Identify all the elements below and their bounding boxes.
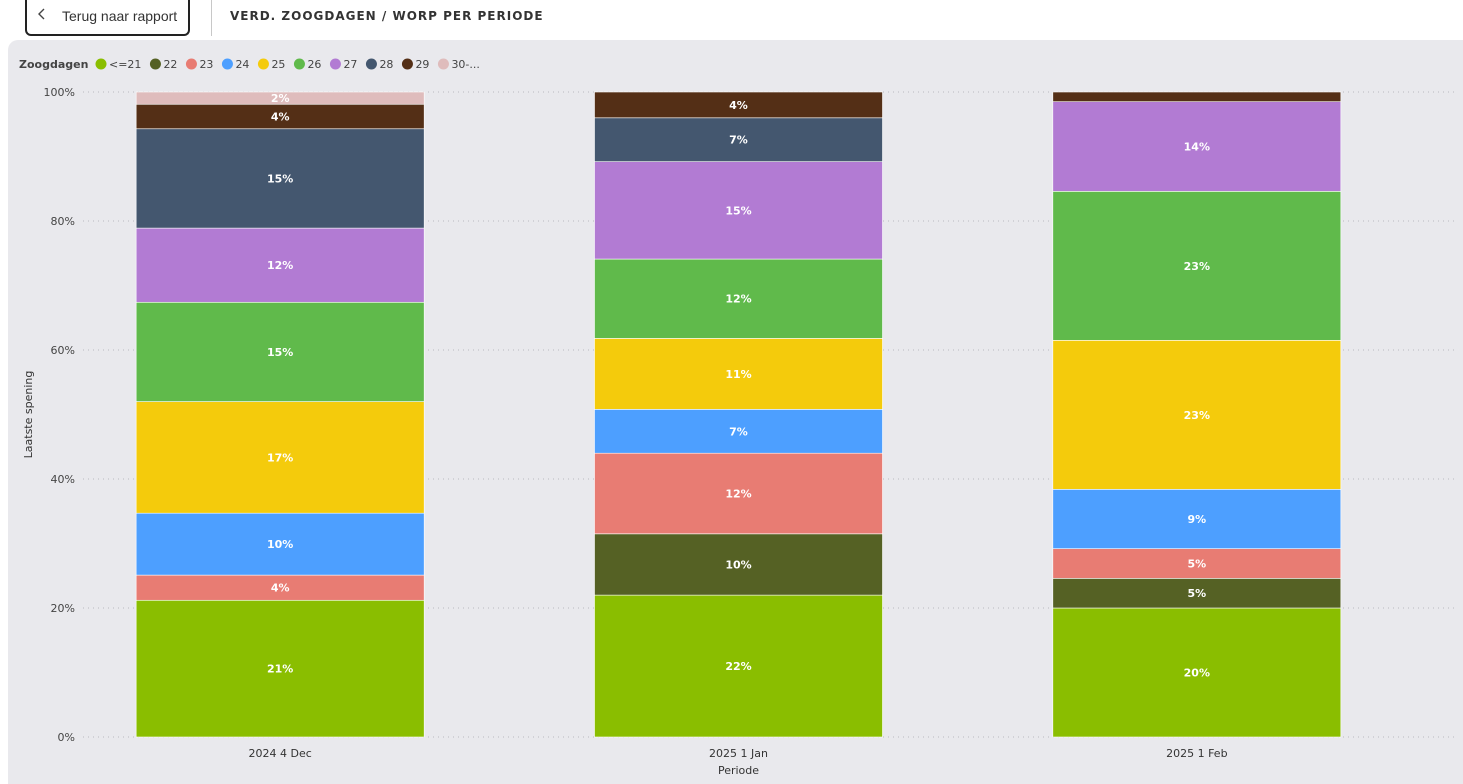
data-label: 11%: [725, 368, 751, 381]
y-tick-label: 40%: [51, 473, 75, 486]
bar-segment: [594, 258, 883, 339]
back-to-report-button[interactable]: Terug naar rapport: [25, 0, 190, 36]
data-label: 7%: [729, 425, 748, 438]
data-label: 15%: [725, 204, 751, 217]
data-label: 12%: [267, 259, 293, 272]
bar-segment: [1052, 191, 1342, 341]
back-button-label: Terug naar rapport: [62, 8, 178, 24]
data-label: 5%: [1187, 587, 1206, 600]
data-label: 15%: [267, 346, 293, 359]
bar-segment: [135, 91, 425, 105]
legend-item: 29: [415, 58, 429, 71]
data-label: 12%: [725, 293, 751, 306]
bar-segment: [594, 91, 883, 119]
bar-segment: [1052, 548, 1342, 579]
legend-item: <=21: [109, 58, 141, 71]
bar-segment: [594, 338, 883, 410]
x-tick-label: 2025 1 Jan: [709, 747, 768, 760]
data-label: 4%: [271, 111, 290, 124]
data-label: 22%: [725, 660, 751, 673]
top-bar: Terug naar rapport VERD. ZOOGDAGEN / WOR…: [0, 0, 1463, 38]
bar-segment: [135, 512, 425, 576]
bar-segment: [594, 117, 883, 162]
page-title: VERD. ZOOGDAGEN / WORP PER PERIODE: [230, 9, 544, 23]
bar-segment: [594, 161, 883, 260]
legend-title: Zoogdagen: [19, 58, 88, 71]
legend-item: 25: [271, 58, 285, 71]
data-label: 7%: [729, 134, 748, 147]
y-tick-label: 80%: [51, 215, 75, 228]
bar-segment: [135, 599, 425, 738]
bar-segment: [594, 452, 883, 535]
data-label: 10%: [725, 558, 751, 571]
bar-segment: [135, 301, 425, 402]
x-axis-label: Periode: [718, 764, 759, 777]
bar-segment: [1052, 91, 1342, 102]
legend-marker: [95, 58, 107, 70]
bar-segment: [135, 128, 425, 229]
legend-item: 22: [163, 58, 177, 71]
data-label: 12%: [725, 488, 751, 501]
y-tick-label: 100%: [44, 86, 75, 99]
chart-panel: 0% 20% 40% 60% 80% 100% Laatste spening 21% 4% 10…: [8, 40, 1463, 784]
legend-item: 28: [379, 58, 393, 71]
legend-item: 24: [235, 58, 249, 71]
data-label: 2%: [271, 92, 290, 105]
data-label: 5%: [1187, 557, 1206, 570]
bar-segment: [594, 533, 883, 596]
data-label: 10%: [267, 538, 293, 551]
bar-segment: [135, 103, 425, 130]
bar-segment: [594, 594, 883, 738]
header-divider: [211, 0, 212, 36]
data-label: 4%: [729, 99, 748, 112]
legend-marker: [401, 58, 413, 70]
bar-segment: [1052, 578, 1342, 609]
legend-item: 30-...: [451, 58, 479, 71]
legend-marker: [293, 58, 305, 70]
y-tick-label: 0%: [58, 731, 75, 744]
data-label: 17%: [267, 451, 293, 464]
bar-segment: [1052, 101, 1342, 192]
y-tick-label: 20%: [51, 602, 75, 615]
y-axis-label: Laatste spening: [22, 371, 35, 459]
stacked-bar-chart: 0% 20% 40% 60% 80% 100% Laatste spening 21% 4% 10…: [19, 58, 1458, 777]
bar-segment: [594, 409, 883, 454]
bar-segment: [1052, 489, 1342, 549]
legend-marker: [221, 58, 233, 70]
legend-marker: [257, 58, 269, 70]
x-tick-label: 2025 1 Feb: [1166, 747, 1227, 760]
y-tick-label: 60%: [51, 344, 75, 357]
legend-marker: [149, 58, 161, 70]
legend-item: 23: [199, 58, 213, 71]
bar-segment: [1052, 607, 1342, 738]
data-label: 9%: [1187, 513, 1206, 526]
data-label: 15%: [267, 172, 293, 185]
legend-marker: [437, 58, 449, 70]
bar-segment: [1052, 340, 1342, 490]
chevron-left-icon: [38, 8, 45, 20]
bar-segment: [135, 227, 425, 303]
legend-marker: [329, 58, 341, 70]
data-label: 20%: [1184, 667, 1210, 680]
data-label: 23%: [1184, 260, 1210, 273]
bar-segment: [135, 401, 425, 514]
legend-marker: [185, 58, 197, 70]
legend-item: 27: [343, 58, 357, 71]
legend-marker: [365, 58, 377, 70]
data-label: 14%: [1184, 141, 1210, 154]
legend-item: 26: [307, 58, 321, 71]
data-label: 21%: [267, 663, 293, 676]
data-label: 4%: [271, 582, 290, 595]
data-label: 23%: [1184, 409, 1210, 422]
x-tick-label: 2024 4 Dec: [249, 747, 312, 760]
